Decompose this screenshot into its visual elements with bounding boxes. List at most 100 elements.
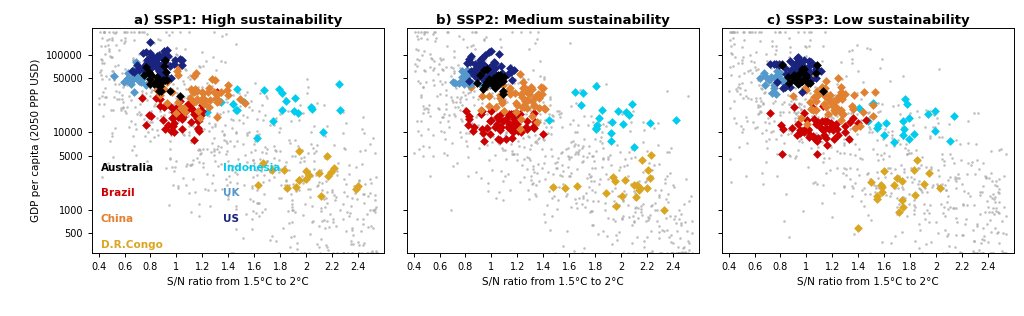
Point — [776, 29, 793, 34]
Point — [815, 128, 831, 133]
Point — [194, 89, 210, 94]
Point — [896, 167, 912, 172]
Point — [514, 105, 530, 110]
Point — [838, 73, 854, 78]
Point — [191, 201, 208, 206]
Point — [352, 149, 369, 154]
Point — [256, 191, 272, 196]
Point — [605, 216, 622, 222]
Point — [770, 66, 786, 71]
Point — [306, 151, 323, 156]
Point — [180, 123, 197, 128]
Point — [882, 165, 898, 170]
Point — [500, 81, 516, 86]
Point — [580, 155, 596, 160]
Point — [829, 126, 846, 131]
Point — [766, 82, 782, 88]
Point — [590, 199, 606, 204]
X-axis label: S/N ratio from 1.5°C to 2°C: S/N ratio from 1.5°C to 2°C — [167, 277, 309, 287]
Point — [908, 195, 925, 200]
Point — [218, 88, 234, 93]
Point — [731, 73, 748, 78]
Point — [680, 250, 696, 255]
Point — [272, 195, 289, 200]
Point — [475, 37, 492, 42]
Point — [867, 184, 884, 189]
Point — [474, 126, 490, 131]
Point — [470, 97, 486, 102]
Point — [247, 80, 263, 85]
Point — [608, 142, 625, 147]
Point — [667, 184, 683, 189]
Point — [995, 231, 1012, 236]
Point — [809, 67, 825, 72]
Point — [642, 121, 658, 126]
Point — [853, 118, 869, 123]
Point — [867, 185, 884, 190]
Point — [340, 171, 356, 176]
Point — [141, 50, 158, 55]
Point — [940, 178, 956, 183]
Point — [278, 99, 294, 104]
Point — [536, 138, 552, 143]
Point — [143, 108, 160, 113]
Point — [968, 142, 984, 147]
Point — [229, 163, 246, 168]
Point — [182, 73, 199, 78]
Point — [266, 163, 283, 168]
Point — [791, 72, 807, 77]
Point — [650, 121, 667, 126]
Point — [465, 71, 481, 76]
Point — [438, 101, 455, 106]
Point — [574, 145, 591, 150]
Point — [577, 114, 593, 119]
Point — [775, 218, 792, 223]
Point — [447, 113, 464, 118]
Point — [777, 84, 794, 89]
Point — [152, 83, 168, 88]
Point — [997, 232, 1014, 237]
Point — [417, 68, 433, 73]
Point — [175, 114, 191, 119]
Point — [166, 114, 182, 119]
Point — [972, 190, 988, 195]
Point — [769, 151, 785, 156]
Point — [474, 55, 490, 60]
Point — [796, 104, 812, 109]
Point — [559, 146, 575, 151]
Point — [906, 208, 923, 213]
Point — [621, 150, 637, 155]
Point — [336, 177, 352, 182]
Point — [316, 102, 333, 107]
Point — [153, 94, 169, 99]
Point — [997, 214, 1014, 219]
Point — [138, 64, 155, 69]
Point — [967, 250, 983, 255]
Point — [588, 149, 604, 154]
Point — [771, 77, 787, 82]
Point — [505, 121, 521, 126]
Point — [458, 77, 474, 82]
Point — [966, 250, 982, 255]
Point — [422, 113, 438, 118]
Point — [452, 66, 468, 71]
Point — [457, 78, 473, 83]
Point — [840, 130, 856, 135]
Point — [800, 164, 816, 169]
Point — [409, 64, 425, 69]
Point — [834, 114, 850, 119]
Point — [162, 157, 178, 162]
Point — [831, 150, 848, 155]
Point — [136, 29, 153, 34]
Point — [525, 110, 542, 115]
Point — [662, 171, 678, 176]
Point — [607, 175, 624, 180]
Point — [468, 29, 484, 34]
Point — [361, 208, 378, 213]
Point — [851, 146, 867, 151]
Point — [459, 143, 475, 148]
Point — [114, 93, 130, 98]
Point — [655, 228, 672, 233]
Point — [937, 228, 953, 233]
Point — [918, 185, 934, 190]
